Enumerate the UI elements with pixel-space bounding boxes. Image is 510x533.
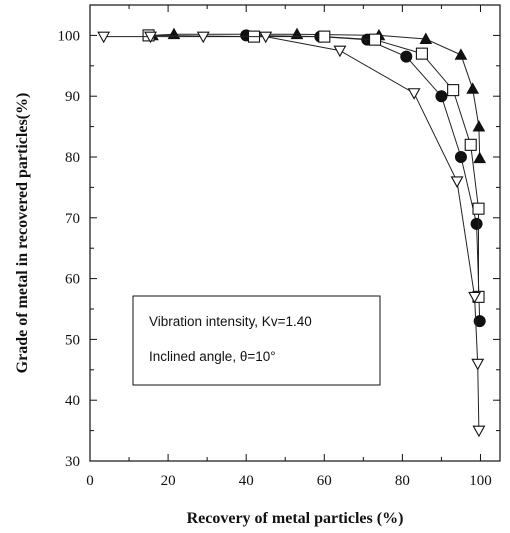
- y-tick-label: 30: [65, 454, 80, 470]
- series-open-square: [142, 29, 485, 303]
- data-point-open-square: [318, 30, 331, 43]
- y-tick-label: 70: [65, 211, 80, 227]
- y-tick-label: 60: [65, 272, 80, 288]
- annotation-line-2: Inclined angle, θ=10°: [149, 349, 276, 364]
- y-tick-label: 100: [58, 28, 81, 44]
- x-tick-label: 100: [469, 473, 492, 489]
- data-point-filled-circle: [473, 315, 486, 328]
- data-point-open-triangle-down: [471, 358, 485, 371]
- x-axis-title: Recovery of metal particles (%): [187, 510, 404, 527]
- data-point-open-square: [447, 84, 460, 97]
- data-point-open-triangle-down: [196, 31, 210, 44]
- data-point-open-triangle-down: [468, 291, 482, 304]
- data-point-open-triangle-down: [97, 31, 111, 44]
- plot-frame: [89, 4, 501, 462]
- series-filled-triangle: [146, 27, 487, 164]
- series-layer: [97, 27, 487, 438]
- data-point-filled-triangle: [419, 32, 433, 44]
- x-tick-label: 20: [161, 473, 176, 489]
- series-line: [246, 34, 481, 322]
- data-point-open-square: [415, 47, 428, 60]
- series-filled-circle: [240, 29, 486, 328]
- data-point-filled-circle: [470, 217, 483, 230]
- annotation-frame: [132, 295, 381, 386]
- y-tick-label: 50: [65, 332, 80, 348]
- data-point-open-triangle-down: [259, 31, 273, 44]
- x-tick-label: 40: [239, 473, 254, 489]
- annotation-line-1: Vibration intensity, Kv=1.40: [149, 314, 312, 329]
- data-point-filled-triangle: [454, 48, 468, 60]
- series-line: [148, 34, 479, 297]
- data-point-open-square: [472, 202, 485, 215]
- series-line: [103, 36, 480, 431]
- x-tick-label: 80: [395, 473, 410, 489]
- series-open-triangle-down: [97, 31, 486, 438]
- data-point-open-triangle-down: [407, 88, 421, 100]
- y-tick-label: 80: [65, 150, 80, 166]
- y-tick-label: 90: [65, 89, 80, 105]
- data-point-filled-circle: [454, 151, 467, 163]
- y-axis-title: Grade of metal in recovered particles(%): [14, 93, 31, 374]
- series-line: [152, 33, 481, 159]
- x-tick-label: 0: [86, 473, 94, 489]
- data-point-filled-circle: [435, 90, 448, 103]
- data-point-filled-triangle: [473, 151, 487, 164]
- data-point-open-triangle-down: [472, 425, 486, 438]
- ticks: [89, 4, 500, 462]
- y-tick-label: 40: [65, 393, 80, 409]
- tick-labels: 0 20 40 60 80 100 30 40 50 60 70 80 90 100: [58, 28, 492, 489]
- data-point-open-triangle-down: [333, 45, 347, 58]
- data-point-open-triangle-down: [144, 31, 157, 44]
- data-point-filled-triangle: [472, 120, 486, 132]
- data-point-filled-triangle: [466, 82, 480, 94]
- data-point-open-square: [464, 138, 477, 151]
- data-point-open-triangle-down: [450, 176, 464, 188]
- data-point-filled-circle: [400, 50, 413, 63]
- data-point-open-square: [368, 33, 382, 46]
- annotation-box: Vibration intensity, Kv=1.40 Inclined an…: [132, 295, 381, 386]
- x-tick-label: 60: [317, 473, 332, 489]
